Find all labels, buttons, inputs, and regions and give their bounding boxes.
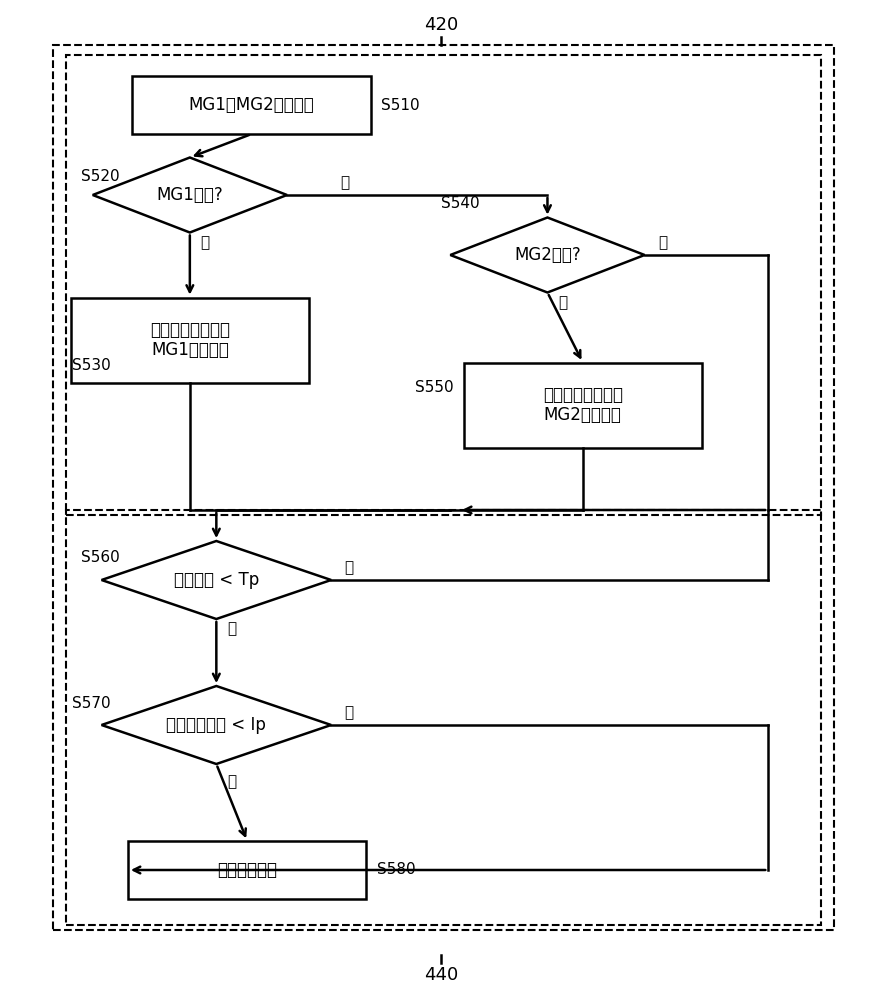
Bar — [71, 298, 309, 382]
Text: S540: S540 — [442, 196, 480, 211]
Text: 通过电流控制进行
MG2放电控制: 通过电流控制进行 MG2放电控制 — [543, 386, 623, 424]
Text: 放电时间 < Tp: 放电时间 < Tp — [174, 571, 259, 589]
Text: 内部残余电压 < Ip: 内部残余电压 < Ip — [166, 716, 267, 734]
Polygon shape — [102, 541, 331, 619]
Text: 是: 是 — [558, 295, 567, 310]
Text: S570: S570 — [72, 696, 111, 710]
Text: MG1正常?: MG1正常? — [156, 186, 223, 204]
Text: 是: 是 — [227, 621, 236, 637]
Polygon shape — [102, 686, 331, 764]
Text: 通过电流控制进行
MG1放电控制: 通过电流控制进行 MG1放电控制 — [150, 321, 230, 359]
Text: 否: 否 — [658, 235, 667, 250]
Text: S530: S530 — [72, 358, 111, 372]
Bar — [132, 76, 371, 134]
Text: 420: 420 — [425, 16, 458, 34]
Text: 放电控制结束: 放电控制结束 — [217, 861, 277, 879]
Text: 是: 是 — [200, 235, 209, 250]
Bar — [128, 841, 366, 899]
Text: 是: 是 — [227, 774, 236, 790]
Bar — [66, 55, 821, 515]
Bar — [464, 362, 702, 448]
Text: 440: 440 — [425, 966, 458, 984]
Text: 否: 否 — [344, 560, 353, 576]
Polygon shape — [450, 218, 645, 292]
Bar — [66, 510, 821, 925]
Polygon shape — [93, 157, 287, 232]
Text: 否: 否 — [344, 706, 353, 720]
Text: S510: S510 — [381, 98, 420, 112]
Text: S580: S580 — [377, 862, 416, 878]
Text: S550: S550 — [415, 379, 454, 394]
Text: 否: 否 — [340, 175, 349, 190]
Text: S520: S520 — [81, 169, 120, 184]
Text: MG1或MG2故障确定: MG1或MG2故障确定 — [189, 96, 314, 114]
Bar — [53, 45, 834, 930]
Text: S560: S560 — [81, 550, 120, 566]
Text: MG2正常?: MG2正常? — [514, 246, 581, 264]
